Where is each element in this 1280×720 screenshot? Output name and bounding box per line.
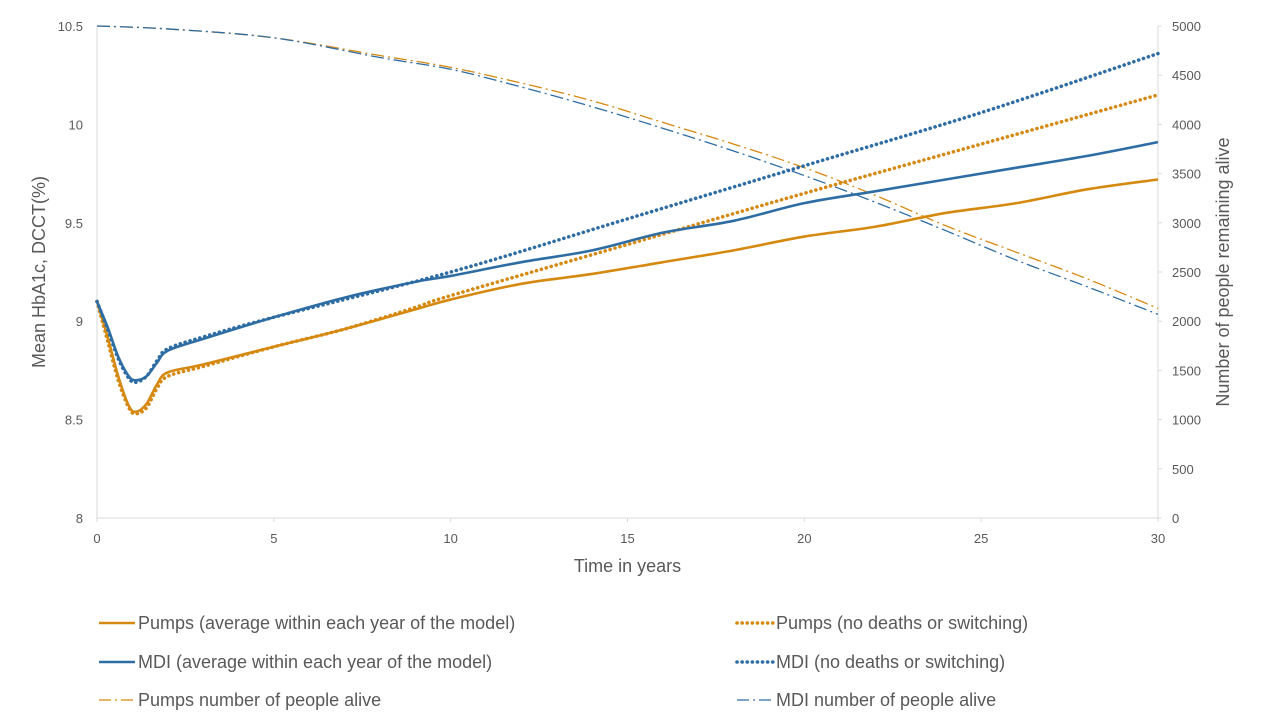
- y-tick-label: 8: [76, 511, 83, 526]
- x-tick-label: 20: [797, 531, 811, 546]
- legend-label-1: Pumps (no deaths or switching): [776, 613, 1028, 633]
- legend-label-3: MDI (no deaths or switching): [776, 652, 1005, 672]
- series-line-1: [95, 93, 1160, 416]
- series-line-5: [96, 25, 1159, 315]
- y-tick-label: 10.5: [58, 19, 83, 34]
- x-tick-label: 10: [443, 531, 457, 546]
- x-axis-title: Time in years: [574, 556, 681, 576]
- y2-tick-label: 5000: [1172, 19, 1201, 34]
- y2-tick-label: 4500: [1172, 68, 1201, 83]
- series-line-2: [95, 140, 1159, 382]
- y-axis-title: Mean HbA1c, DCCT(%): [29, 176, 49, 368]
- series-line-4: [96, 25, 1159, 310]
- y2-tick-label: 3000: [1172, 216, 1201, 231]
- series-line-3: [95, 51, 1160, 385]
- y2-tick-label: 500: [1172, 462, 1194, 477]
- y2-tick-label: 1500: [1172, 363, 1201, 378]
- legend-label-2: MDI (average within each year of the mod…: [138, 652, 492, 672]
- x-tick-label: 30: [1151, 531, 1165, 546]
- legend-label-0: Pumps (average within each year of the m…: [138, 613, 515, 633]
- legend-label-5: MDI number of people alive: [776, 690, 996, 710]
- y2-tick-label: 4000: [1172, 117, 1201, 132]
- y-tick-label: 9: [76, 314, 83, 329]
- legend-label-4: Pumps number of people alive: [138, 690, 381, 710]
- legend: Pumps (average within each year of the m…: [99, 613, 1028, 710]
- y2-tick-label: 2000: [1172, 314, 1201, 329]
- y2-tick-label: 0: [1172, 511, 1179, 526]
- series-layer: [95, 25, 1160, 416]
- x-tick-label: 0: [93, 531, 100, 546]
- y-tick-label: 10: [69, 117, 83, 132]
- x-tick-label: 15: [620, 531, 634, 546]
- x-tick-label: 25: [974, 531, 988, 546]
- axes: 0 5 10 15 20 25 30 8 8.5 9 9.5 10 10.5 0 500 1000 1500 20…: [58, 19, 1201, 546]
- y2-axis-title: Number of people remaining alive: [1213, 137, 1233, 406]
- y2-tick-label: 1000: [1172, 413, 1201, 428]
- series-line-0: [95, 178, 1159, 414]
- y2-tick-label: 3500: [1172, 167, 1201, 182]
- y2-tick-label: 2500: [1172, 265, 1201, 280]
- x-tick-label: 5: [270, 531, 277, 546]
- y-tick-label: 9.5: [65, 216, 83, 231]
- y-tick-label: 8.5: [65, 413, 83, 428]
